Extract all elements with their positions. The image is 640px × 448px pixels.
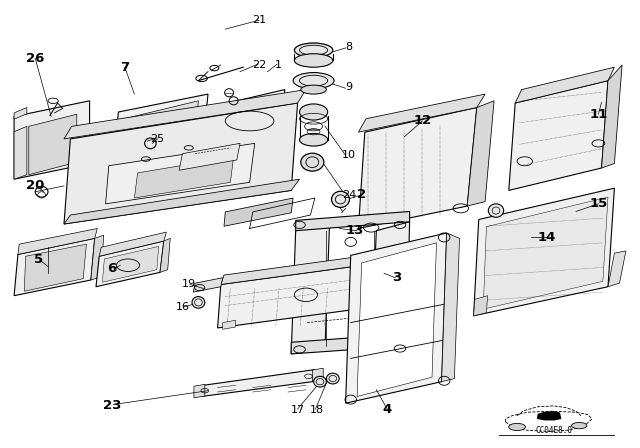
Polygon shape [64, 179, 300, 224]
Text: 6: 6 [108, 262, 116, 276]
Polygon shape [24, 244, 86, 291]
Polygon shape [291, 334, 406, 354]
Polygon shape [14, 126, 27, 179]
Polygon shape [357, 243, 436, 396]
Ellipse shape [509, 423, 525, 431]
Text: 17: 17 [291, 405, 305, 415]
Polygon shape [96, 241, 164, 287]
Polygon shape [14, 238, 95, 296]
Ellipse shape [293, 73, 334, 89]
Polygon shape [29, 114, 77, 175]
Ellipse shape [294, 54, 333, 67]
Polygon shape [358, 108, 477, 228]
Polygon shape [99, 232, 166, 256]
Polygon shape [18, 228, 97, 254]
Polygon shape [14, 108, 27, 119]
Polygon shape [371, 222, 410, 354]
Text: 21: 21 [252, 15, 266, 25]
Text: 7: 7 [120, 60, 129, 74]
Polygon shape [134, 108, 189, 167]
Ellipse shape [488, 204, 504, 217]
Text: 12: 12 [413, 114, 431, 128]
Text: 15: 15 [589, 197, 607, 211]
Polygon shape [346, 233, 447, 403]
Polygon shape [515, 67, 614, 103]
Polygon shape [538, 412, 561, 420]
Polygon shape [194, 384, 205, 398]
Text: 18: 18 [310, 405, 324, 415]
Polygon shape [64, 90, 306, 139]
Polygon shape [102, 246, 159, 282]
Polygon shape [474, 296, 488, 316]
Polygon shape [214, 90, 285, 152]
Text: 19: 19 [182, 280, 196, 289]
Text: CC04E8.0: CC04E8.0 [535, 426, 572, 435]
Polygon shape [193, 278, 223, 292]
Text: 2: 2 [357, 188, 366, 202]
Text: 25: 25 [150, 134, 164, 144]
Polygon shape [312, 368, 323, 382]
Polygon shape [91, 235, 104, 280]
Text: 24: 24 [342, 190, 356, 200]
Text: 11: 11 [589, 108, 607, 121]
Polygon shape [358, 94, 485, 132]
Text: 14: 14 [538, 231, 556, 244]
Polygon shape [483, 197, 608, 309]
Polygon shape [296, 211, 410, 231]
Polygon shape [202, 370, 315, 396]
Ellipse shape [301, 153, 324, 171]
Ellipse shape [314, 376, 326, 387]
Text: 4: 4 [383, 403, 392, 417]
Text: 3: 3 [392, 271, 401, 284]
Polygon shape [390, 248, 404, 305]
Polygon shape [223, 320, 236, 329]
Text: 20: 20 [26, 179, 44, 193]
Polygon shape [474, 188, 614, 316]
Polygon shape [125, 101, 198, 171]
Text: 5: 5 [34, 253, 43, 267]
Ellipse shape [301, 85, 326, 94]
Text: 26: 26 [26, 52, 44, 65]
Ellipse shape [294, 43, 333, 57]
Polygon shape [608, 251, 626, 287]
Text: 10: 10 [342, 150, 356, 159]
Polygon shape [14, 101, 90, 179]
Polygon shape [509, 81, 608, 190]
Polygon shape [134, 157, 234, 198]
Ellipse shape [326, 373, 339, 384]
Polygon shape [224, 198, 293, 226]
Polygon shape [179, 143, 240, 170]
Polygon shape [378, 299, 390, 308]
Text: 23: 23 [103, 399, 121, 412]
Polygon shape [218, 261, 396, 328]
Text: 22: 22 [252, 60, 266, 70]
Ellipse shape [300, 104, 328, 120]
Ellipse shape [300, 134, 328, 146]
Polygon shape [602, 65, 622, 168]
Text: 1: 1 [275, 60, 282, 70]
Polygon shape [106, 143, 255, 204]
Text: 8: 8 [345, 42, 353, 52]
Text: 16: 16 [175, 302, 189, 312]
Text: 13: 13 [346, 224, 364, 237]
Text: 9: 9 [345, 82, 353, 92]
Polygon shape [467, 101, 494, 206]
Ellipse shape [332, 191, 349, 207]
Polygon shape [291, 222, 330, 354]
Ellipse shape [572, 422, 587, 429]
Polygon shape [221, 251, 400, 284]
Ellipse shape [192, 297, 205, 308]
Polygon shape [64, 103, 298, 224]
Polygon shape [442, 233, 460, 382]
Polygon shape [160, 238, 170, 272]
Polygon shape [112, 94, 208, 177]
